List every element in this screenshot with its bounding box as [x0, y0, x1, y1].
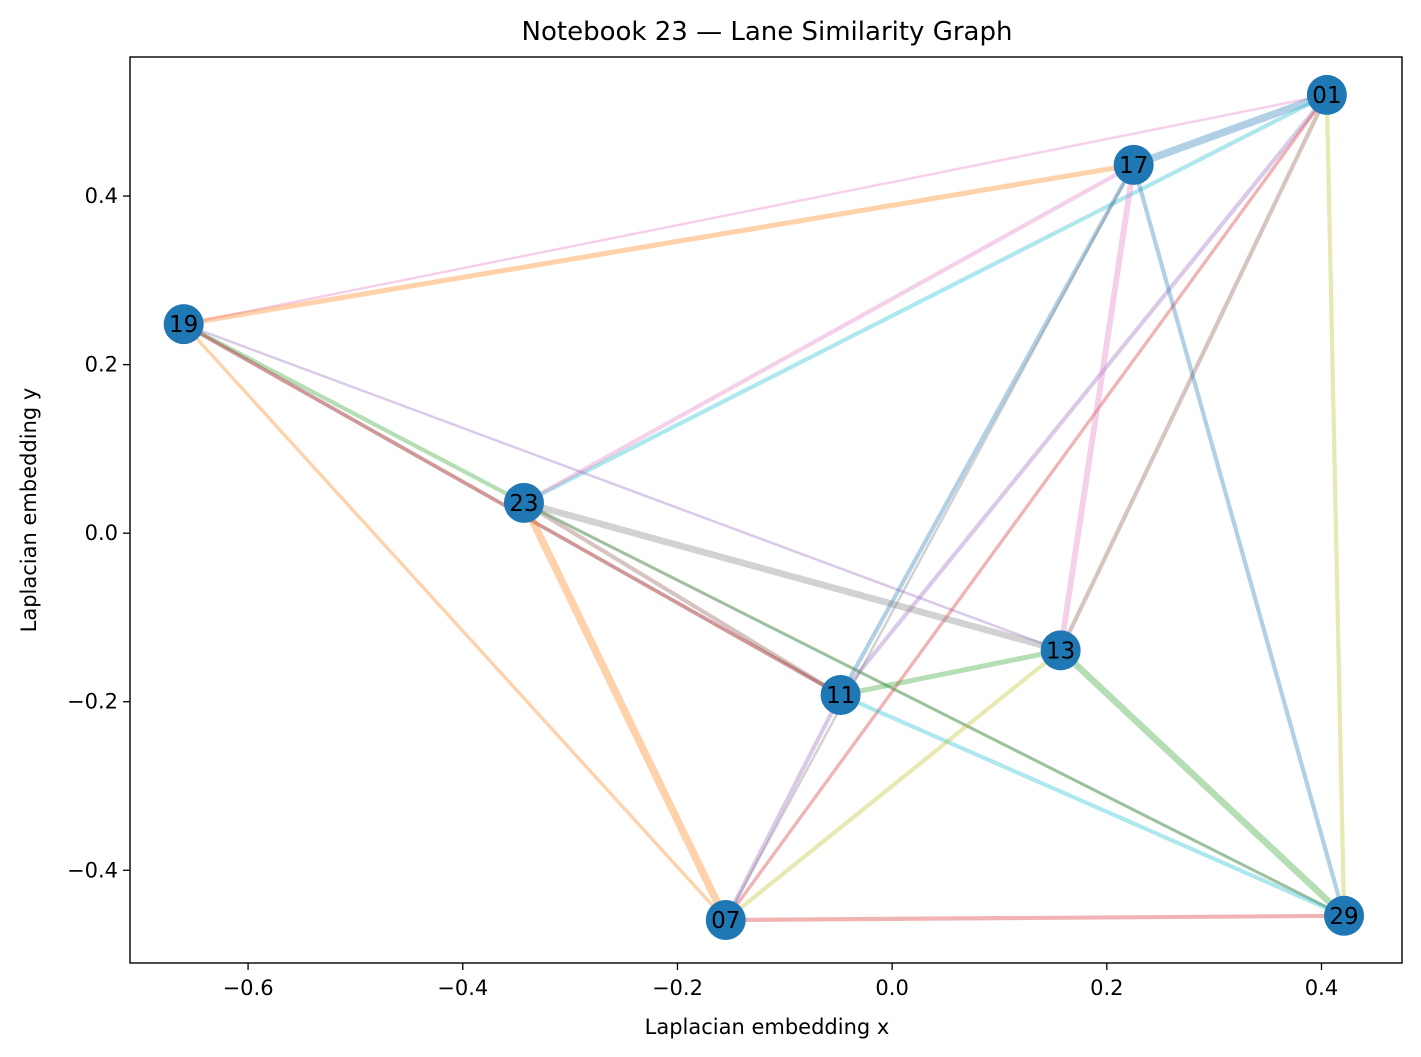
y-axis: −0.4 −0.2 0.0 0.2 0.4 — [67, 184, 130, 882]
graph-edge-07-29 — [725, 913, 1345, 923]
graph-edge-23-13 — [523, 499, 1062, 654]
graph-edge-11-13 — [840, 647, 1062, 698]
graph-edge-19-01 — [183, 93, 1328, 326]
nodes-layer — [163, 74, 1365, 941]
graph-edge-23-17 — [522, 163, 1135, 505]
graph-edge-29-01 — [1324, 94, 1347, 916]
node-label-23: 23 — [509, 491, 538, 517]
graph-edge-23-07 — [520, 501, 730, 922]
graph-edge-13-29 — [1058, 647, 1347, 919]
plot-border — [129, 56, 1403, 964]
graph-edge-13-07 — [724, 648, 1062, 922]
node-label-13: 13 — [1046, 638, 1075, 664]
graph-edge-23-29 — [523, 501, 1345, 917]
graph-edge-17-01 — [1132, 91, 1329, 169]
graph-node-07 — [705, 900, 746, 941]
graph-edge-11-07 — [723, 694, 843, 921]
graph-edge-19-13 — [183, 322, 1062, 652]
graph-edge-07-17 — [724, 164, 1135, 921]
graph-node-13 — [1040, 630, 1081, 671]
graph-node-11 — [820, 674, 861, 715]
node-label-17: 17 — [1119, 153, 1148, 179]
graph-node-29 — [1324, 895, 1365, 936]
y-tick-label: 0.0 — [85, 521, 118, 545]
x-tick-label: −0.6 — [223, 976, 274, 1000]
y-tick-label: −0.2 — [67, 690, 118, 714]
graph-node-01 — [1306, 74, 1347, 115]
plot-area: 01 17 19 23 13 11 07 29 — [129, 56, 1403, 964]
graph-edge-23-01 — [522, 93, 1328, 505]
node-labels-layer: 01 17 19 23 13 11 07 29 — [169, 83, 1359, 934]
graph-edge-23-29 — [523, 501, 1345, 918]
chart-title: Notebook 23 — Lane Similarity Graph — [522, 17, 1013, 47]
node-label-11: 11 — [826, 683, 855, 709]
node-label-29: 29 — [1329, 904, 1358, 930]
graph-edge-11-01 — [838, 93, 1329, 697]
y-tick-label: 0.4 — [85, 184, 118, 208]
node-label-07: 07 — [711, 908, 740, 934]
graph-edge-13-17 — [1057, 164, 1137, 651]
node-label-01: 01 — [1312, 83, 1341, 109]
y-axis-label: Laplacian embedding y — [17, 388, 41, 633]
graph-edge-13-01 — [1058, 94, 1329, 652]
graph-edge-19-23 — [182, 322, 525, 505]
x-tick-label: 0.0 — [875, 976, 908, 1000]
graph-edge-19-07 — [182, 323, 727, 922]
graph-edge-19-17 — [183, 162, 1135, 327]
node-label-19: 19 — [169, 312, 198, 338]
graph-node-19 — [163, 304, 204, 345]
x-tick-label: 0.2 — [1090, 976, 1123, 1000]
graph-edge-29-17 — [1131, 164, 1347, 917]
graph-node-17 — [1113, 144, 1154, 185]
y-tick-label: 0.2 — [85, 353, 118, 377]
graph-edge-11-29 — [839, 693, 1345, 918]
graph-edge-11-17 — [838, 163, 1136, 697]
graph-edge-23-11 — [522, 501, 842, 697]
x-tick-label: 0.4 — [1305, 976, 1338, 1000]
x-axis-label: Laplacian embedding x — [645, 1015, 890, 1039]
graph-edge-07-01 — [724, 93, 1329, 922]
x-tick-label: −0.4 — [437, 976, 488, 1000]
graph-node-23 — [503, 482, 544, 523]
plot-frame — [130, 57, 1402, 963]
edges-layer — [182, 91, 1347, 923]
y-tick-label: −0.4 — [67, 858, 118, 882]
x-axis: −0.6 −0.4 −0.2 0.0 0.2 0.4 — [223, 963, 1338, 1000]
x-tick-label: −0.2 — [652, 976, 703, 1000]
